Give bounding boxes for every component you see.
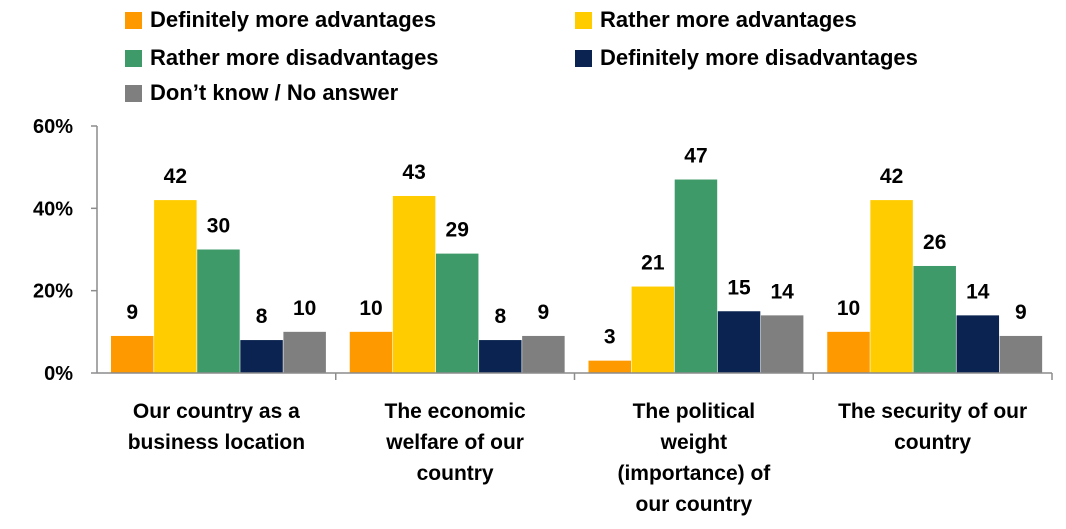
- category-label-line: country: [417, 462, 494, 485]
- category-label-line: Our country as a: [133, 400, 300, 423]
- data-label: 8: [256, 305, 268, 328]
- data-label: 9: [1015, 301, 1027, 324]
- data-label: 30: [207, 215, 230, 238]
- bar: [436, 254, 479, 373]
- bar: [827, 332, 870, 373]
- bar: [479, 340, 522, 373]
- bar: [522, 336, 565, 373]
- y-tick-label: 0%: [44, 363, 73, 385]
- category-label-line: weight: [660, 431, 728, 454]
- category-label: The political weight (importance) of our co…: [617, 400, 771, 516]
- bar: [589, 361, 632, 373]
- category-label-line: country: [894, 431, 971, 454]
- category-label: The economic welfare of our country: [385, 400, 527, 485]
- data-label: 10: [837, 297, 860, 320]
- data-label: 14: [966, 280, 990, 303]
- data-label: 47: [684, 145, 707, 168]
- category-label-line: business location: [128, 431, 305, 454]
- bar: [240, 340, 282, 373]
- data-label: 29: [446, 219, 469, 242]
- bar: [350, 332, 393, 373]
- data-label: 3: [604, 326, 616, 349]
- category-label: The security of our country: [838, 400, 1027, 454]
- category-label-line: welfare of our: [385, 431, 524, 454]
- data-label: 42: [880, 165, 903, 188]
- bar: [957, 315, 1000, 373]
- data-label: 42: [164, 165, 187, 188]
- data-label: 15: [727, 276, 751, 299]
- bar: [913, 266, 956, 373]
- data-label: 21: [641, 252, 665, 275]
- category-label-line: our country: [636, 493, 753, 516]
- data-label: 14: [770, 280, 794, 303]
- data-label: 10: [359, 297, 382, 320]
- category-label-line: The security of our: [838, 400, 1027, 423]
- category-label-line: The economic: [385, 400, 527, 423]
- bar: [154, 200, 197, 373]
- bar: [761, 315, 804, 373]
- bar: [675, 180, 718, 373]
- y-tick-label: 40%: [33, 198, 73, 220]
- bar: [197, 250, 240, 374]
- data-label: 9: [538, 301, 550, 324]
- bar: [718, 311, 761, 373]
- y-tick-label: 60%: [33, 116, 73, 138]
- bar: [870, 200, 913, 373]
- category-label-line: (importance) of: [617, 462, 771, 485]
- data-label: 8: [494, 305, 506, 328]
- category-label: Our country as a business location: [128, 400, 305, 454]
- y-tick-label: 20%: [33, 281, 73, 303]
- data-label: 43: [402, 161, 425, 184]
- bar: [632, 287, 675, 373]
- data-label: 10: [293, 297, 316, 320]
- bar: [1000, 336, 1043, 373]
- data-label: 9: [126, 301, 138, 324]
- data-label: 26: [923, 231, 946, 254]
- bar: [393, 196, 436, 373]
- bar: [283, 332, 326, 373]
- category-label-line: The political: [633, 400, 756, 423]
- bar: [111, 336, 154, 373]
